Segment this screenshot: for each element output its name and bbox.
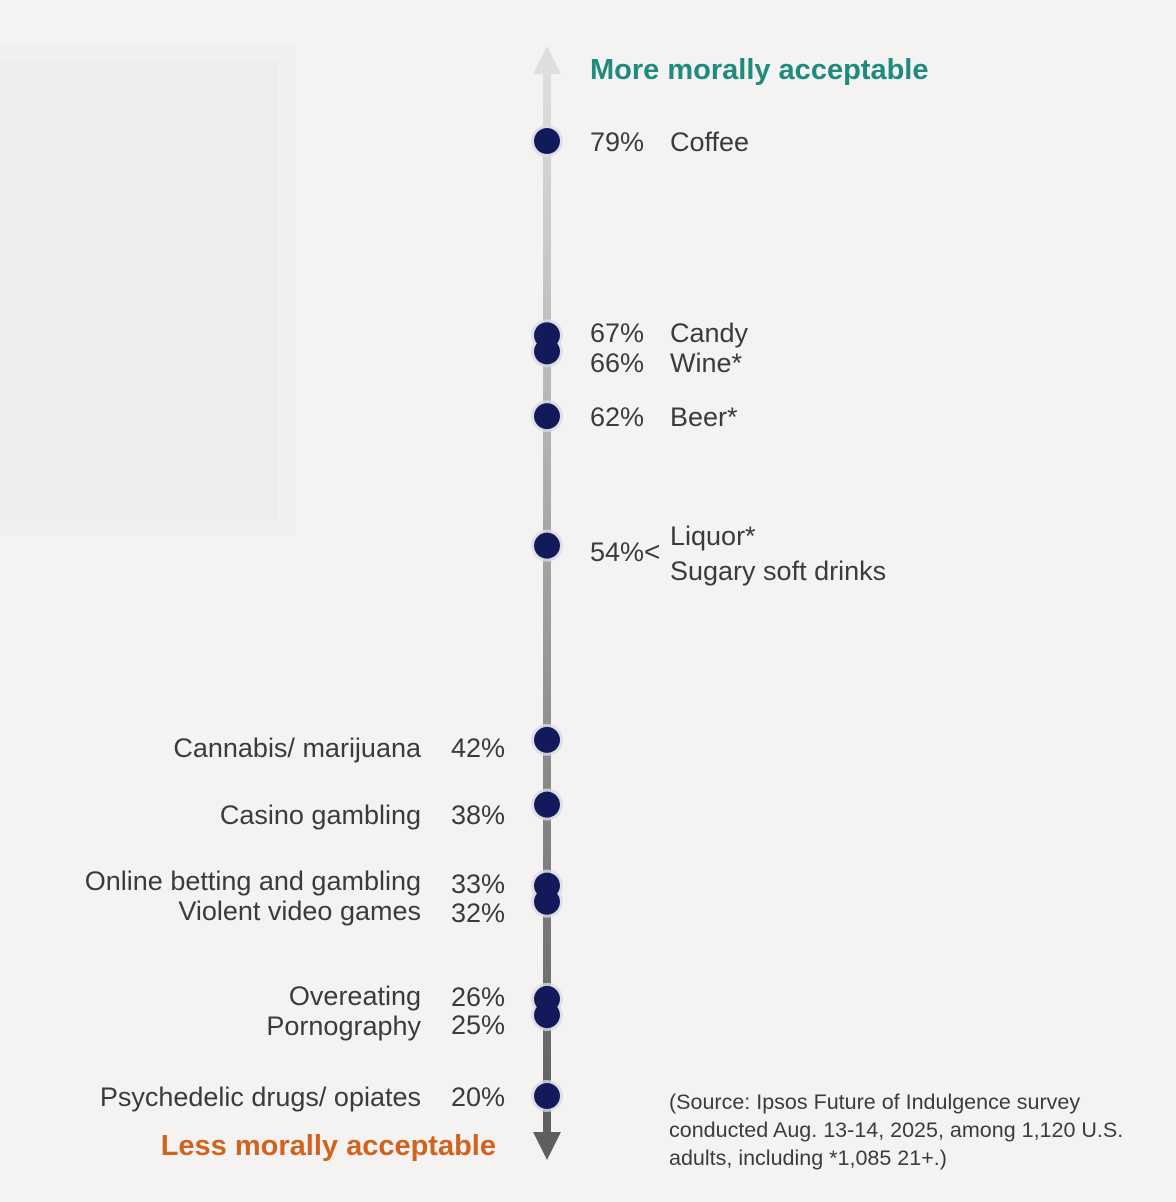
data-point [534, 1083, 560, 1109]
data-point [534, 403, 560, 430]
image-placeholder [0, 62, 277, 520]
data-label-value: 42% [450, 733, 505, 763]
data-label-value: 67% [590, 318, 645, 348]
data-label-value: 20% [450, 1082, 505, 1112]
data-point [534, 128, 560, 154]
data-label-name: Casino gambling [219, 800, 421, 830]
data-label-value: 54% [590, 537, 645, 567]
data-label-value: 62% [590, 402, 645, 432]
data-label-value: 32% [450, 898, 505, 928]
data-label-name: Online betting and gambling [84, 866, 421, 896]
data-label-value: 33% [450, 869, 505, 899]
arrow-down-icon [533, 1132, 561, 1160]
source-note: (Source: Ipsos Future of Indulgence surv… [669, 1090, 1124, 1170]
data-point [534, 532, 560, 559]
data-label-value: 79% [590, 127, 645, 157]
data-label-name: Coffee [670, 127, 750, 157]
data-label-name: Candy [670, 318, 749, 348]
axis-title-top: More morally acceptable [590, 54, 929, 86]
data-point [534, 985, 560, 1012]
data-label-name: Violent video games [178, 896, 421, 926]
data-point [534, 872, 560, 899]
data-label-value: 26% [450, 982, 505, 1012]
data-label-value: 66% [590, 348, 645, 378]
axis-title-bottom: Less morally acceptable [160, 1130, 496, 1162]
arrow-up-icon [533, 46, 561, 74]
data-point [534, 791, 560, 818]
data-points [531, 125, 563, 1112]
data-label-name: Pornography [266, 1011, 421, 1041]
data-label-name: Beer* [670, 402, 738, 432]
data-label-name: Overeating [288, 981, 421, 1011]
data-point [534, 322, 560, 349]
data-label-value: 38% [450, 800, 505, 830]
data-label-name: Cannabis/ marijuana [173, 733, 421, 763]
data-label-name: Wine* [670, 348, 743, 378]
data-point [534, 726, 560, 753]
data-label-name: Sugary soft drinks [670, 556, 887, 586]
data-label-value: 25% [450, 1010, 505, 1040]
data-label-name: Liquor* [670, 521, 756, 551]
bracket-glyph: < [644, 536, 661, 567]
axis-line [543, 70, 551, 1135]
data-label-name: Psychedelic drugs/ opiates [99, 1082, 421, 1112]
